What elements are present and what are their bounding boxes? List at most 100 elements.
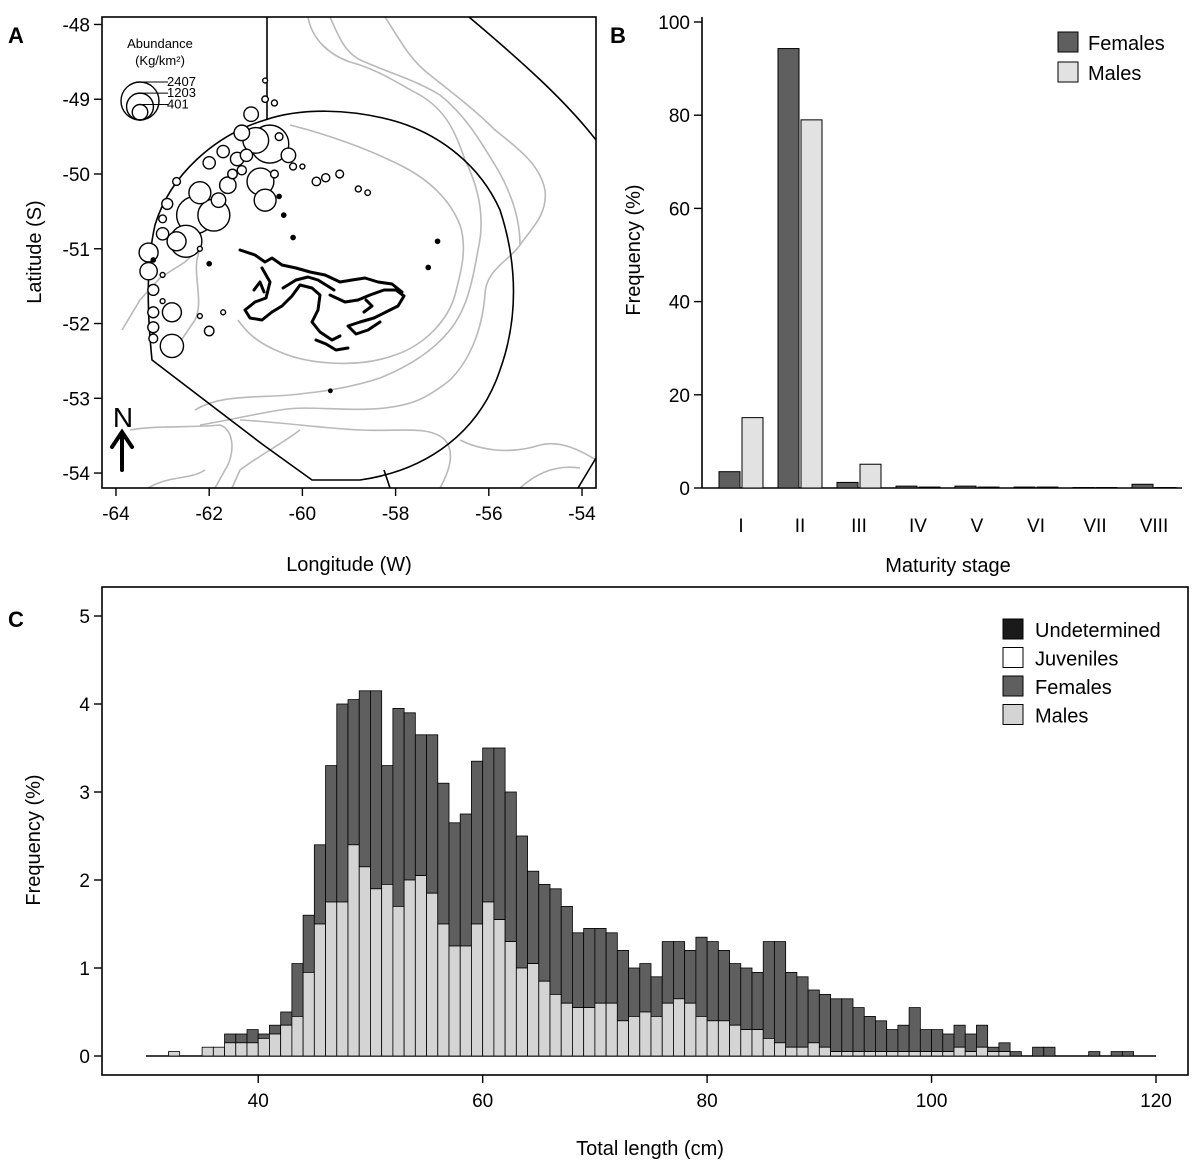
male-bar [280,1024,293,1057]
abundance-point [210,192,227,209]
female-bar [1032,1046,1045,1057]
abundance-point [220,309,227,316]
abundance-point [425,264,432,271]
map-y-axis-title: Latitude (S) [24,200,46,303]
length-bars [168,690,1134,1057]
isobath-line [231,429,301,488]
male-bar [886,1051,899,1057]
female-bar [1043,1046,1056,1057]
abundance-point [161,302,183,323]
male-bar [448,945,461,1057]
male-bar [313,923,326,1057]
y-tick-label: 0 [79,1047,90,1068]
legend-swatch [1057,61,1079,83]
female-bar [257,1033,270,1039]
female-bar [976,1024,989,1048]
abundance-point [236,164,248,176]
fishing-zone-boundary [147,17,596,488]
abundance-point [253,188,277,212]
male-bar [661,1002,674,1057]
maturity-bar [800,119,823,489]
y-tick-label: -51 [63,240,90,261]
abundance-point [233,124,251,142]
male-bar [875,1051,888,1057]
legend-size-label: 2407 [167,74,196,89]
maturity-bar [777,48,800,489]
female-bar [639,963,652,1013]
abundance-point [203,325,215,337]
legend-size-label: 1203 [167,85,196,100]
female-bar [437,782,450,925]
male-bar [403,879,416,1057]
legend-title-line2: (Kg/km²) [135,53,185,68]
abundance-point [139,261,158,281]
abundance-point [280,212,287,218]
maturity-x-axis-title: Maturity stage [885,555,1011,577]
male-bar [527,963,540,1057]
x-tick-label: -60 [289,504,316,525]
female-bar [841,998,854,1052]
panel-a-letter: A [8,23,24,48]
isobath-line [147,469,206,488]
male-bar [673,998,686,1057]
x-tick-label: V [971,516,984,537]
abundance-point [166,231,187,252]
length-legend: Undetermined Juveniles Females Males [1002,618,1161,728]
male-bar [908,1051,921,1057]
abundance-point [434,238,441,245]
x-tick-label: VI [1027,516,1045,537]
male-bar [257,1038,270,1057]
x-tick-label: 100 [916,1091,948,1112]
island-shape [238,248,404,294]
female-bar [302,914,315,973]
female-bar [908,1007,921,1052]
female-bar [796,976,809,1048]
female-bar [628,967,641,1017]
female-bar [774,941,787,1044]
male-bar [325,901,338,1057]
male-bar [818,1046,831,1057]
y-tick-label: 3 [79,783,90,804]
female-bar [448,822,461,947]
abundance-point [171,176,182,187]
female-bar [919,1029,932,1052]
x-tick-label: -56 [475,504,502,525]
male-bar [684,1002,697,1057]
y-tick-label: 40 [669,293,690,314]
male-bar [392,906,405,1057]
legend-circle [125,92,155,121]
x-tick-label: VIII [1140,516,1169,537]
abundance-point [159,271,166,279]
male-bar [493,919,506,1057]
island-shape [328,288,406,336]
male-bar [471,923,484,1057]
abundance-point [280,147,297,164]
male-bar [437,923,450,1057]
male-bar [426,892,439,1057]
female-bar [527,870,540,965]
length-y-axis-title: Frequency (%) [23,774,45,905]
abundance-point [270,99,279,107]
male-bar [774,1042,787,1057]
male-bar [572,1007,585,1057]
length-x-axis-title: Total length (cm) [576,1138,724,1160]
female-bar [785,972,798,1048]
female-bar [751,972,764,1031]
female-bar [549,888,562,995]
male-bar [224,1042,237,1057]
x-tick-label: 60 [472,1091,493,1112]
abundance-point [290,234,296,241]
male-bar [639,1011,652,1057]
male-bar [246,1042,259,1057]
female-bar [875,1020,888,1052]
legend-swatch [1002,704,1024,725]
isobath-lines [121,17,596,488]
male-bar [998,1051,1011,1057]
male-bar [931,1051,944,1057]
female-bar [347,699,360,846]
y-tick-label: -54 [63,464,91,485]
female-bar [605,932,618,1004]
female-bar [863,1016,876,1053]
